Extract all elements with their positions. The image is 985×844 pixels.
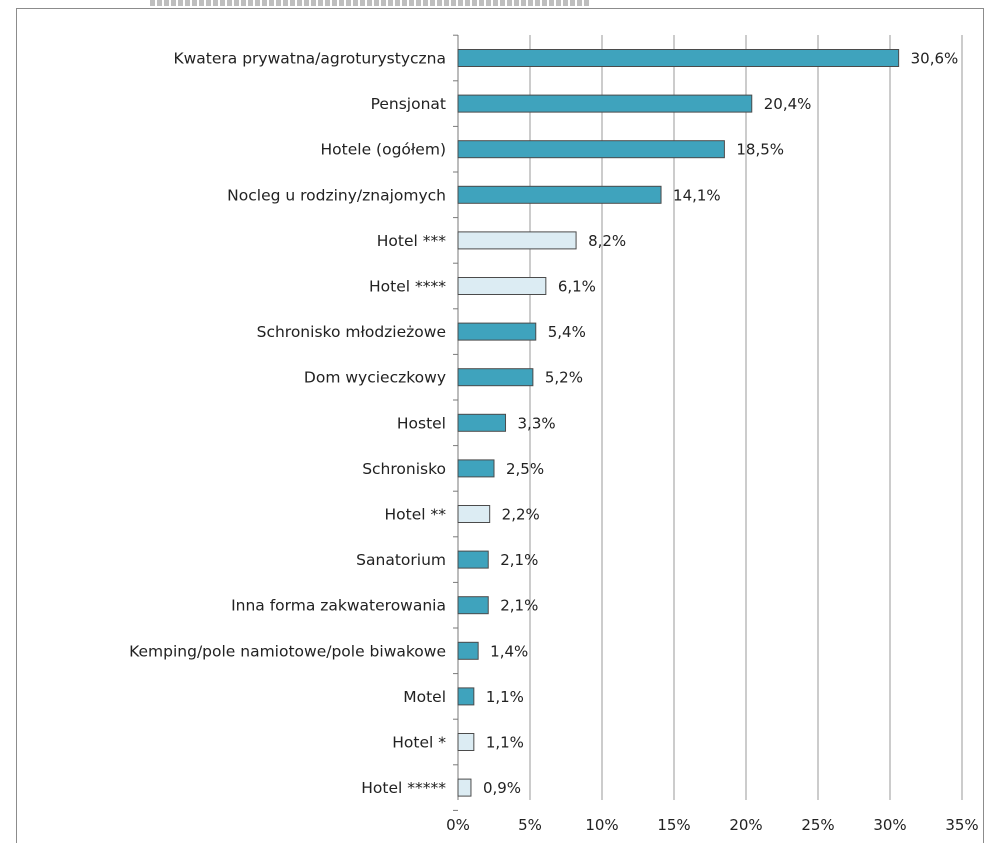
value-label: 2,1% [500, 551, 538, 569]
bar [457, 641, 479, 660]
value-labels: 30,6% 20,4% 18,5% 14,1% 8,2% 6,1% 5,4% 5,2% 3,3%… [483, 50, 958, 798]
x-tick-labels: 0% 5% 10% 15% 20% 25% 30% 35% [446, 816, 979, 834]
value-label: 8,2% [588, 232, 626, 250]
bar [457, 413, 507, 432]
value-label: 2,2% [502, 506, 540, 524]
bar [457, 368, 534, 387]
bar [457, 459, 495, 478]
value-label: 20,4% [764, 95, 812, 113]
bar [457, 277, 547, 295]
bar [457, 550, 489, 569]
chart-frame [16, 8, 984, 843]
category-label: Kemping/pole namiotowe/pole biwakowe [129, 642, 446, 660]
grid-lines [529, 35, 963, 800]
category-label: Hotel *** [377, 232, 446, 250]
category-label: Dom wycieczkowy [304, 369, 446, 387]
category-label: Hotel ** [385, 506, 447, 524]
category-label: Hostel [397, 414, 446, 432]
x-tick-label: 25% [801, 816, 834, 834]
category-label: Nocleg u rodziny/znajomych [227, 186, 446, 204]
category-label: Pensjonat [371, 95, 446, 113]
category-label: Inna forma zakwaterowania [231, 597, 446, 615]
x-tick-label: 35% [945, 816, 978, 834]
x-tick-label: 0% [446, 816, 470, 834]
value-label: 14,1% [673, 186, 721, 204]
bar [457, 322, 537, 341]
category-label: Hotel ***** [361, 779, 446, 797]
bar [457, 596, 489, 615]
x-tick-label: 15% [657, 816, 690, 834]
value-label: 18,5% [736, 141, 784, 159]
category-label: Hotele (ogółem) [321, 141, 446, 159]
value-label: 3,3% [518, 414, 556, 432]
cropped-title-remnant [150, 0, 590, 6]
x-tick-label: 10% [585, 816, 618, 834]
bar [457, 49, 900, 67]
value-label: 30,6% [911, 50, 959, 68]
x-tick-label: 5% [518, 816, 542, 834]
value-label: 1,1% [486, 734, 524, 752]
value-label: 2,5% [506, 460, 544, 478]
value-label: 1,1% [486, 688, 524, 706]
category-label: Kwatera prywatna/agroturystyczna [173, 50, 446, 68]
y-axis [453, 34, 459, 811]
bar [457, 185, 662, 204]
value-label: 1,4% [490, 642, 528, 660]
category-label: Schronisko [362, 460, 446, 478]
bars [457, 49, 900, 797]
category-label: Schronisko młodzieżowe [257, 323, 446, 341]
bar [457, 505, 491, 523]
x-tick-label: 30% [873, 816, 906, 834]
bar [457, 231, 577, 250]
value-label: 5,2% [545, 369, 583, 387]
x-tick-label: 20% [729, 816, 762, 834]
bar [457, 140, 725, 159]
value-label: 5,4% [548, 323, 586, 341]
category-label: Sanatorium [356, 551, 446, 569]
category-label: Hotel **** [369, 278, 446, 296]
category-labels: Kwatera prywatna/agroturystyczna Pensjona… [129, 50, 446, 798]
bar [457, 94, 753, 113]
bar [457, 733, 475, 751]
category-label: Hotel * [392, 734, 446, 752]
value-label: 6,1% [558, 278, 596, 296]
category-label: Motel [403, 688, 446, 706]
bar [457, 778, 472, 797]
value-label: 2,1% [500, 597, 538, 615]
value-label: 0,9% [483, 779, 521, 797]
bar [457, 687, 475, 706]
